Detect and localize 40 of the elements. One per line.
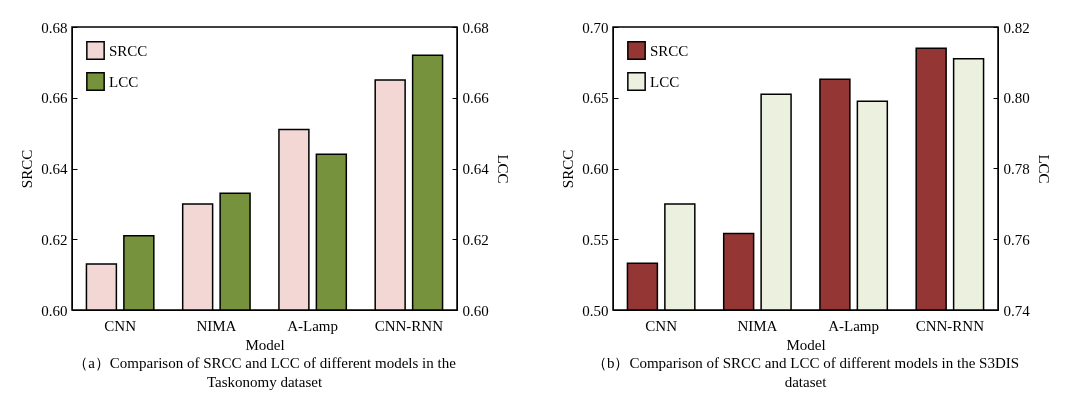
x-tick-label: NIMA xyxy=(737,317,778,334)
y2-tick-label: 0.80 xyxy=(1003,90,1030,107)
text: （b）Comparison of SRCC and LCC of different models in the S3DIS dataset xyxy=(590,354,1021,392)
legend-label: LCC xyxy=(650,73,680,90)
y-tick-label: 0.62 xyxy=(41,231,68,248)
y2-axis-title: LCC xyxy=(494,154,511,184)
y2-axis-title: LCC xyxy=(1035,154,1052,184)
x-axis-title: Model xyxy=(245,336,285,353)
x-tick-label: CNN xyxy=(645,317,678,334)
y-tick-label: 0.65 xyxy=(582,90,609,107)
y-tick-label: 0.68 xyxy=(41,19,68,36)
y2-tick-label: 0.60 xyxy=(462,302,489,319)
x-tick-label: CNN-RNN xyxy=(915,317,985,334)
y2-tick-label: 0.74 xyxy=(1003,302,1031,319)
y-tick-label: 0.60 xyxy=(41,302,68,319)
y2-tick-label: 0.66 xyxy=(462,90,490,107)
legend-label: LCC xyxy=(109,73,139,90)
y-tick-label: 0.55 xyxy=(582,231,609,248)
y-tick-label: 0.70 xyxy=(582,19,609,36)
legend-label: SRCC xyxy=(650,42,689,59)
y2-tick-label: 0.68 xyxy=(462,19,489,36)
y2-tick-label: 0.62 xyxy=(462,231,489,248)
y2-tick-label: 0.76 xyxy=(1003,231,1031,248)
y-tick-label: 0.60 xyxy=(582,161,609,177)
y-axis-title: SRCC xyxy=(19,149,36,189)
x-tick-label: A-Lamp xyxy=(828,317,880,334)
y-tick-label: 0.66 xyxy=(41,90,68,107)
y-tick-label: 0.50 xyxy=(582,302,609,319)
x-tick-label: A-Lamp xyxy=(287,317,339,334)
x-tick-label: CNN xyxy=(104,317,137,334)
text: （a）Comparison of SRCC and LCC of different models in the Taskonomy dataset xyxy=(72,354,457,392)
y-axis-title: SRCC xyxy=(560,149,577,189)
y-tick-label: 0.64 xyxy=(41,161,68,177)
y2-tick-label: 0.64 xyxy=(462,161,490,177)
x-tick-label: CNN-RNN xyxy=(374,317,444,334)
y2-tick-label: 0.78 xyxy=(1003,161,1030,177)
legend-label: SRCC xyxy=(109,42,148,59)
y2-tick-label: 0.82 xyxy=(1003,19,1030,36)
x-axis-title: Model xyxy=(786,336,826,353)
x-tick-label: NIMA xyxy=(196,317,237,334)
